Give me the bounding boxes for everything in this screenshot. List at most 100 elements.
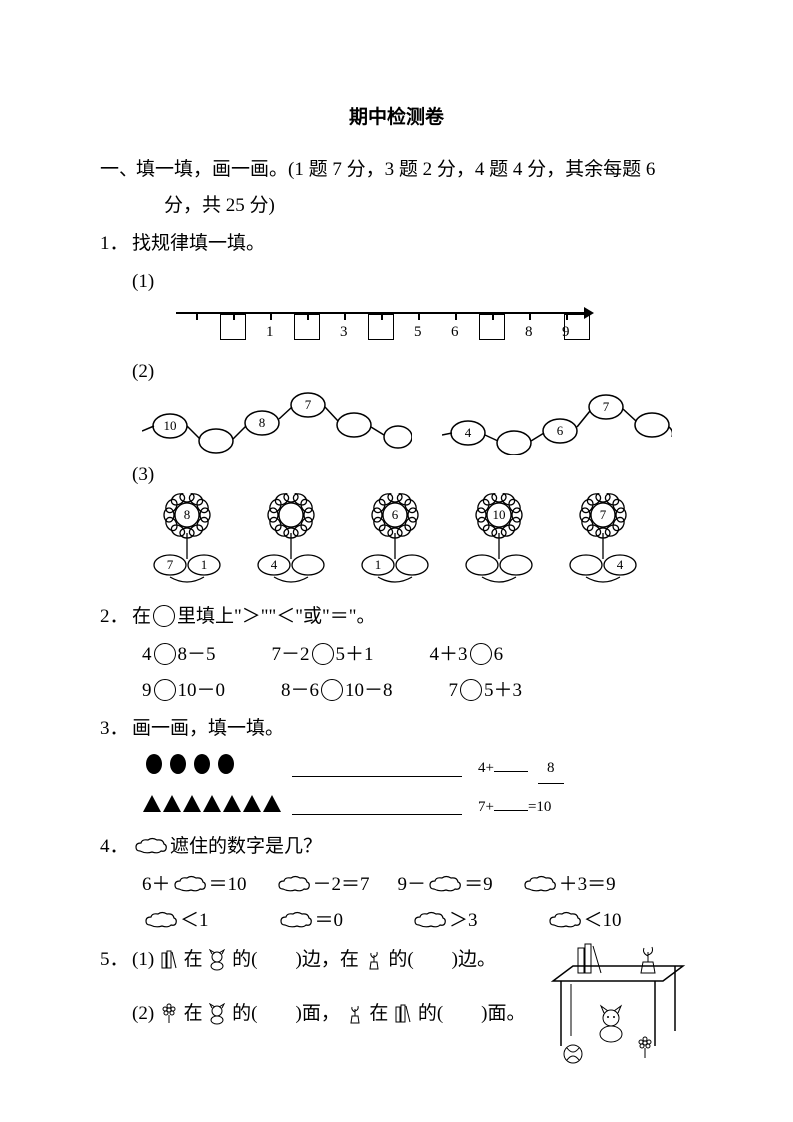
compare-expr: 48－5 [142,637,216,673]
compare-expr: 8－610－8 [281,673,393,709]
subnum: (2) [132,361,154,382]
blank-line[interactable] [292,800,462,815]
sunflower-diagram: 4 [252,493,330,589]
q2: 2． 在里填上"＞""＜"或"＝"。 [100,599,693,635]
q-number: 1． [100,226,132,262]
blank-circle[interactable] [312,643,334,665]
cloud-expr: ＜1 [142,903,209,939]
svg-text:7: 7 [305,397,312,412]
q1-3: (3) 8 7 1 4 [100,457,693,597]
blank-box[interactable] [368,314,394,340]
nl-num: 5 [414,318,422,347]
cloud-expr: －2＝7 [275,867,370,903]
svg-text:8: 8 [184,507,191,522]
svg-text:7: 7 [603,399,610,414]
svg-text:6: 6 [557,423,564,438]
q5-1: (1) 在 的( )边，在 的( )边。 [132,942,543,978]
oval-shapes [142,751,292,787]
q1-1: (1) 1 3 5 6 8 9 [100,264,693,352]
cloud-blank[interactable] [428,875,462,893]
page-title: 期中检测卷 [100,100,693,136]
blank-circle[interactable] [154,643,176,665]
q-text: 找规律填一填。 [132,226,693,262]
flower-icon [159,1003,179,1025]
cat-icon [207,949,227,971]
nl-num: 8 [525,318,533,347]
cloud-blank[interactable] [548,911,582,929]
compare-expr: 4＋36 [430,637,504,673]
q5: 5． (1) 在 的( )边，在 的( )边。 (2) 在 [100,942,693,1079]
compare-expr: 910－0 [142,673,225,709]
q-number: 3． [100,711,132,747]
nl-num: 9 [562,318,570,347]
cloud-blank[interactable] [144,911,178,929]
cloud-blank[interactable] [279,911,313,929]
q1: 1． 找规律填一填。 [100,226,693,262]
blank-box[interactable] [479,314,505,340]
blank-circle[interactable] [460,679,482,701]
q-number: 2． [100,599,132,635]
cloud-blank[interactable] [173,875,207,893]
svg-text:8: 8 [259,415,266,430]
desk-scene-icon [543,936,693,1079]
expr: 4+ 8 [478,754,564,784]
blank-line[interactable] [494,757,528,772]
cloud-expr: ＋3＝9 [521,867,616,903]
cat-icon [207,1003,227,1025]
blank-circle[interactable] [154,679,176,701]
blank-box[interactable] [220,314,246,340]
q4: 4． 遮住的数字是几？ [100,829,693,865]
blank-circle-icon [153,605,175,627]
cloud-expr: ＜10 [546,903,622,939]
expr: 7+=10 [478,793,551,822]
plant-icon [364,949,384,971]
nl-num: 1 [266,318,274,347]
cloud-icon [134,837,168,855]
sunflower-diagram: 6 1 [356,493,434,589]
svg-text:4: 4 [617,557,624,572]
nl-num: 3 [340,318,348,347]
cloud-expr: ＞3 [411,903,478,939]
svg-text:7: 7 [167,557,174,572]
caterpillar-diagram: 10 8 7 [142,391,412,455]
q-text: 在里填上"＞""＜"或"＝"。 [132,599,693,635]
cloud-expr: ＝0 [277,903,344,939]
caterpillar-diagram: 4 6 7 [442,391,672,455]
svg-text:1: 1 [201,557,208,572]
subnum: (3) [132,464,154,485]
cloud-expr: 6＋＝10 [142,867,247,903]
section-text: 填一填，画一画。(1 题 7 分，3 题 2 分，4 题 4 分，其余每题 6 [136,152,693,188]
blank-line[interactable] [292,762,462,777]
sunflower-diagram: 8 7 1 [148,493,226,589]
books-icon [393,1003,413,1025]
q1-2: (2) 10 8 7 4 6 [100,354,693,454]
svg-text:10: 10 [164,418,177,433]
svg-text:4: 4 [465,425,472,440]
cloud-blank[interactable] [523,875,557,893]
section-number: 一、 [100,152,136,188]
cloud-expr: 9－＝9 [398,867,493,903]
sunflower-diagram: 7 4 [564,493,642,589]
svg-text:1: 1 [375,557,382,572]
q-text: 遮住的数字是几？ [132,829,693,865]
number-line-diagram: 1 3 5 6 8 9 [176,304,586,348]
q-number: 5． [100,942,132,1079]
blank-box[interactable] [294,314,320,340]
blank-circle[interactable] [321,679,343,701]
cloud-blank[interactable] [413,911,447,929]
q-number: 4． [100,829,132,865]
blank-circle[interactable] [470,643,492,665]
q5-2: (2) 在 的( )面， 在 的( )面。 [132,996,543,1032]
svg-text:6: 6 [392,507,399,522]
blank-line[interactable] [494,796,528,811]
books-icon [159,949,179,971]
compare-expr: 75＋3 [449,673,523,709]
plant-icon [345,1003,365,1025]
cloud-blank[interactable] [277,875,311,893]
q-text: 画一画，填一填。 [132,711,693,747]
section-text-cont: 分，共 25 分) [100,188,693,224]
svg-text:4: 4 [271,557,278,572]
triangle-shapes [142,789,292,825]
sunflower-diagram: 10 [460,493,538,589]
compare-expr: 7－25＋1 [272,637,374,673]
